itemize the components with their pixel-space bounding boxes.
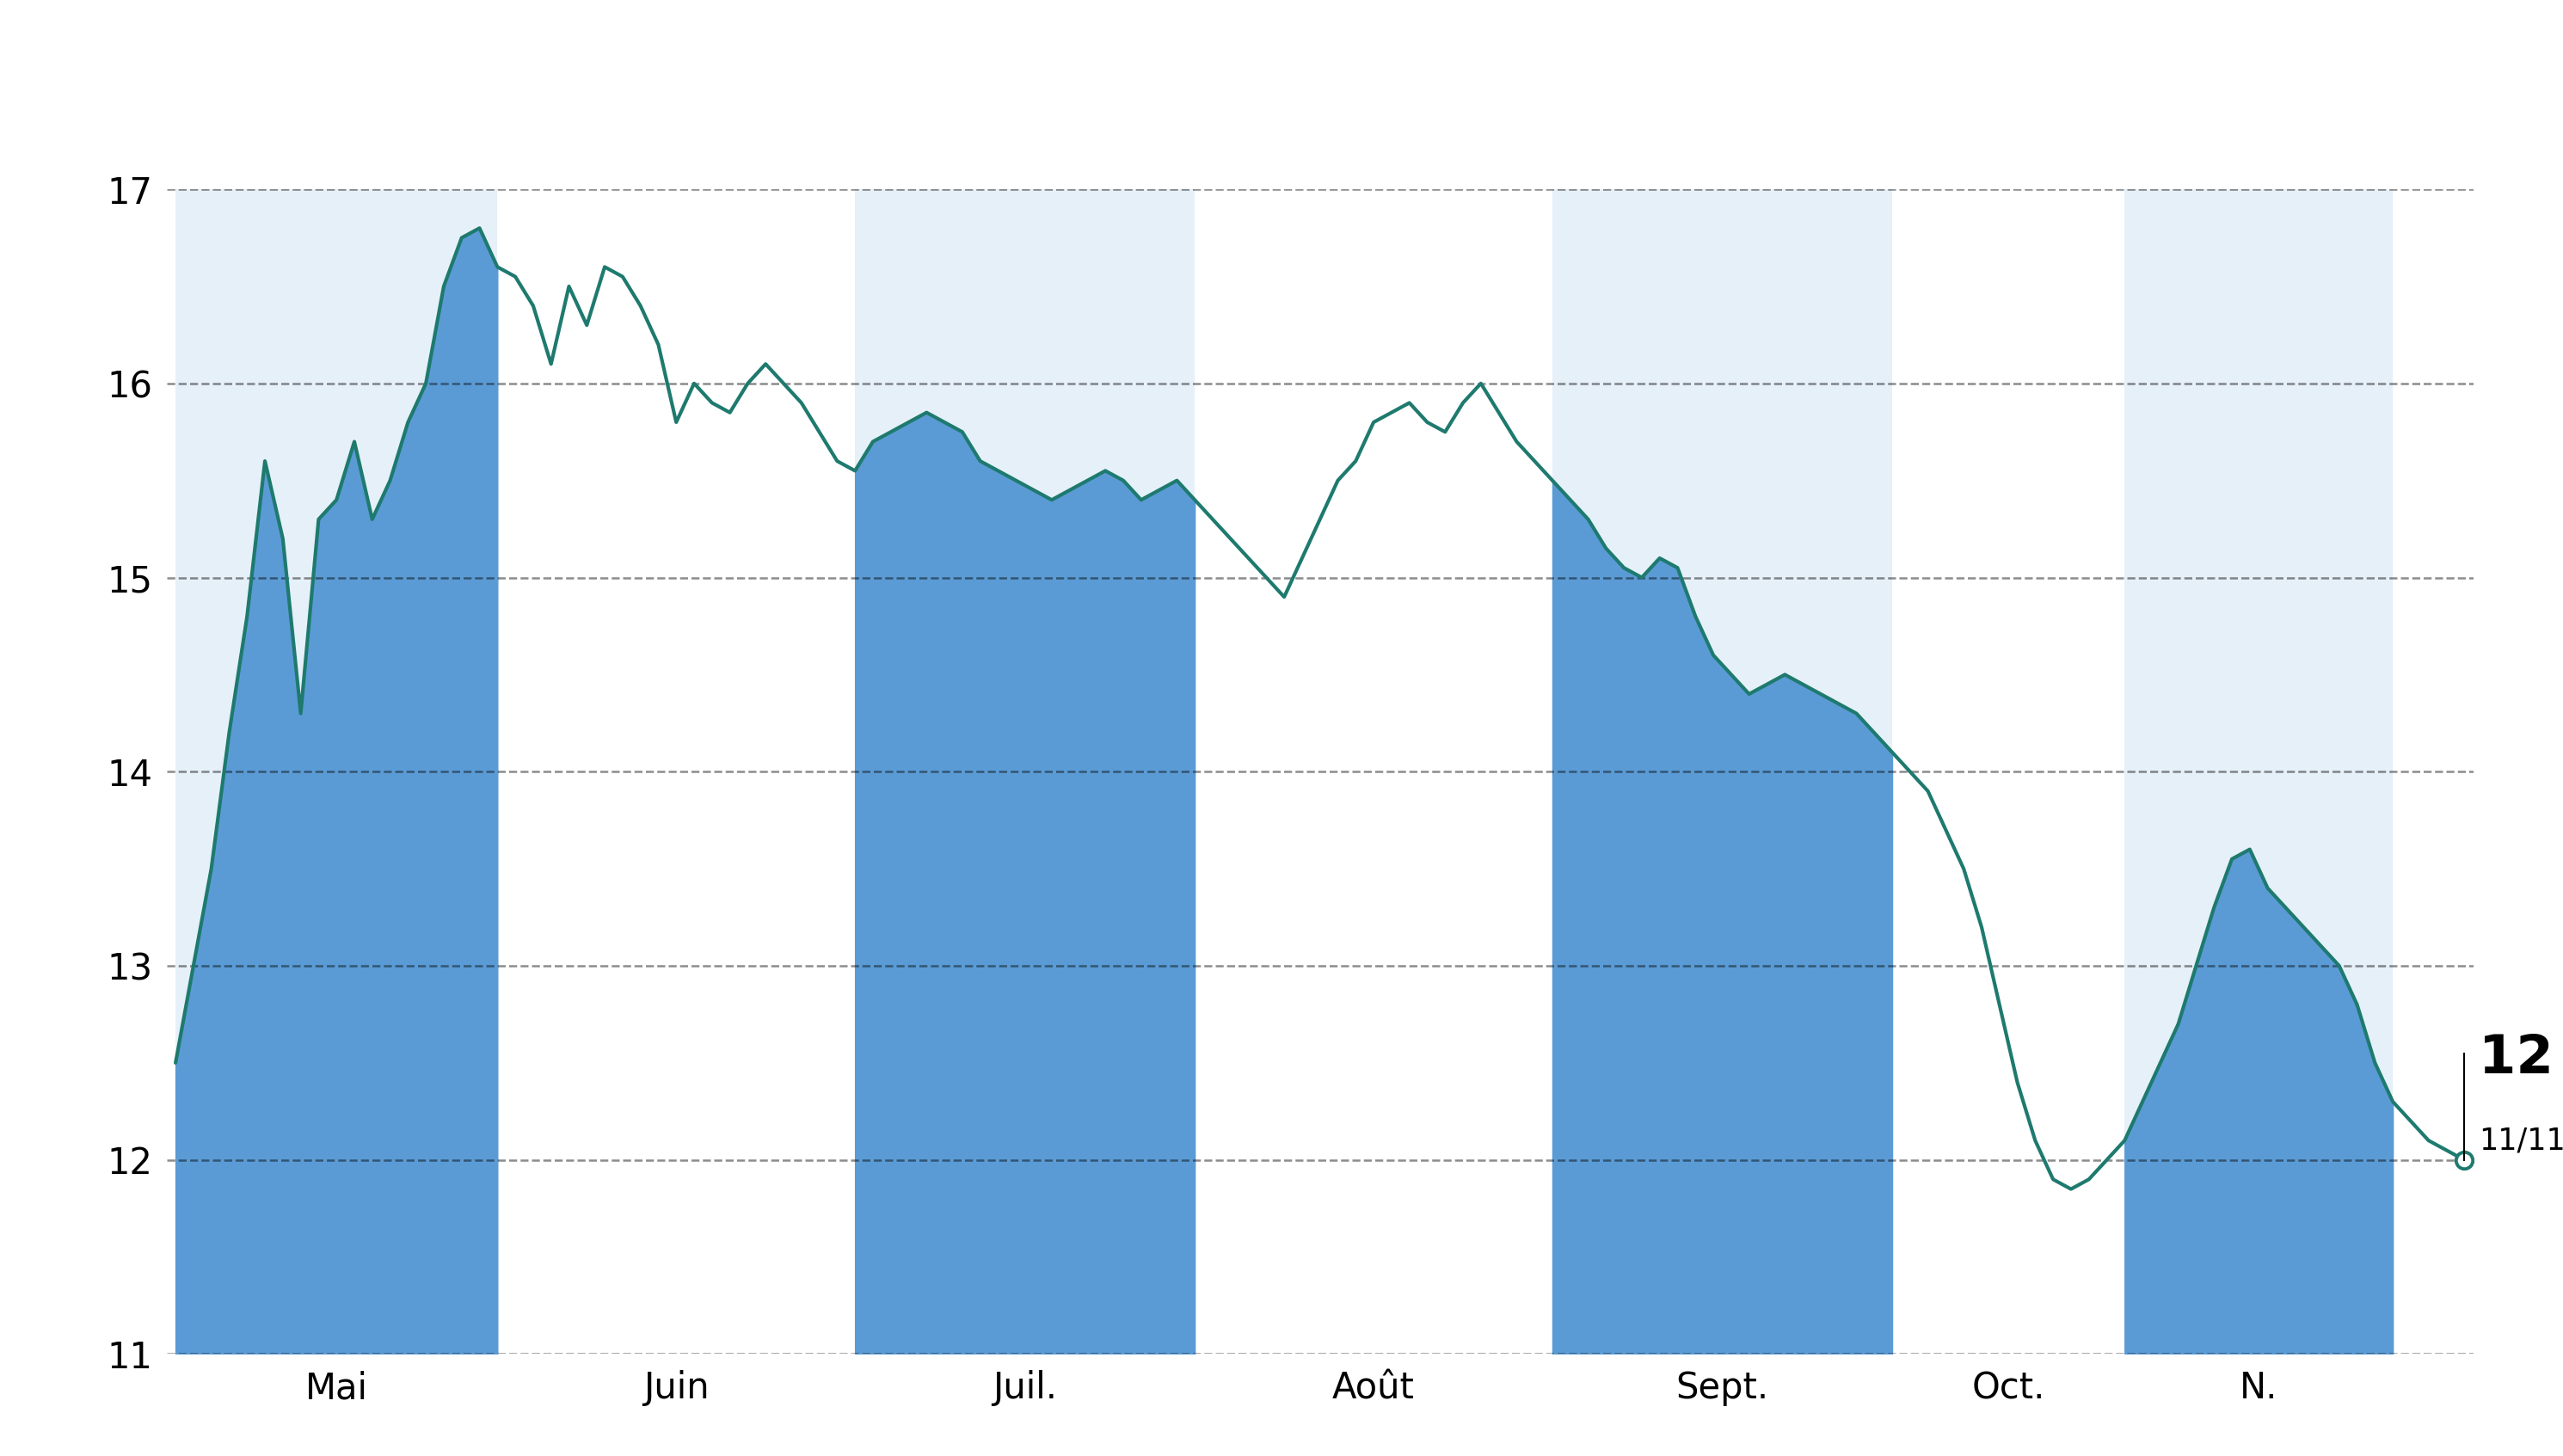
Text: RAMSAY GEN SANTE: RAMSAY GEN SANTE (736, 35, 1827, 128)
Bar (2125, 189, 2394, 1354)
Text: 12: 12 (2478, 1034, 2553, 1085)
Bar (174, 189, 497, 1354)
Bar (856, 189, 1194, 1354)
Bar (1553, 189, 1891, 1354)
Text: 11/11: 11/11 (2478, 1125, 2563, 1155)
